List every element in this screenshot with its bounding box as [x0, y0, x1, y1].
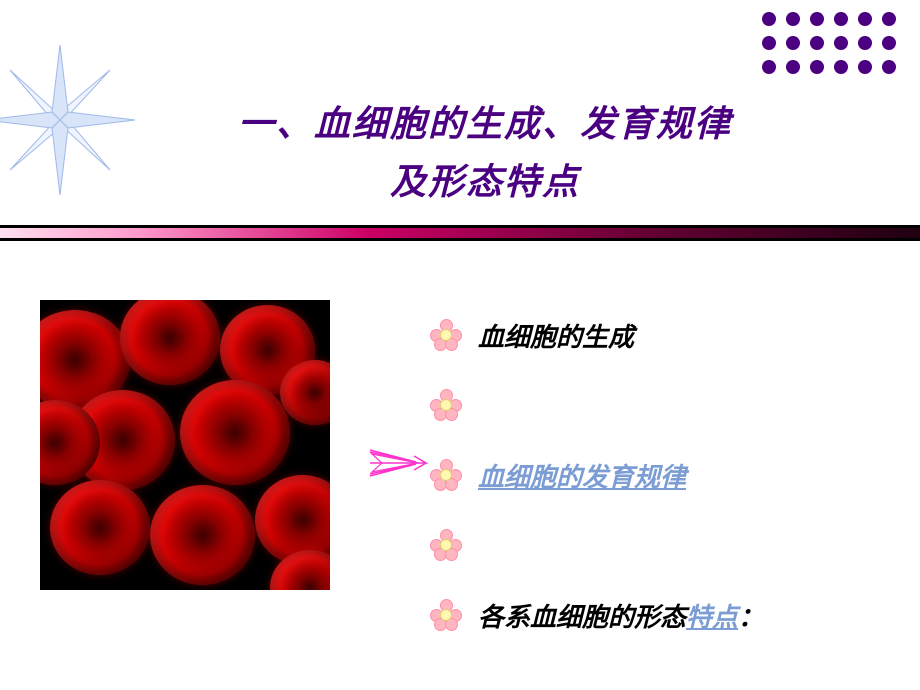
bullet-item-2 [430, 370, 764, 440]
flower-icon [430, 459, 462, 491]
bullet-5-link[interactable]: 特点 [686, 602, 738, 632]
blood-cells-image [40, 300, 330, 590]
slide-title: 一、血细胞的生成、发育规律 及形态特点 [110, 95, 860, 210]
bullet-link-development[interactable]: 血细胞的发育规律 [478, 457, 686, 494]
bullet-item-3[interactable]: 血细胞的发育规律 [430, 440, 764, 510]
bullet-text-5: 各系血细胞的形态特点： [478, 597, 764, 634]
flower-icon [430, 529, 462, 561]
bullet-item-5: 各系血细胞的形态特点： [430, 580, 764, 650]
bullet-item-1: 血细胞的生成 [430, 300, 764, 370]
bullet-5-prefix: 各系血细胞的形态 [478, 602, 686, 632]
title-line-2: 及形态特点 [110, 153, 860, 211]
flower-icon [430, 319, 462, 351]
bullet-text-1: 血细胞的生成 [478, 317, 634, 354]
bullet-item-4 [430, 510, 764, 580]
bullet-5-colon: ： [738, 602, 764, 632]
flower-icon [430, 599, 462, 631]
arrow-icon [368, 448, 428, 478]
divider [0, 225, 920, 241]
dot-grid-decoration [762, 12, 900, 78]
bullet-list: 血细胞的生成 血细胞的发育规律 各系血细胞的形态特点： [430, 300, 764, 650]
title-line-1: 一、血细胞的生成、发育规律 [110, 95, 860, 153]
flower-icon [430, 389, 462, 421]
